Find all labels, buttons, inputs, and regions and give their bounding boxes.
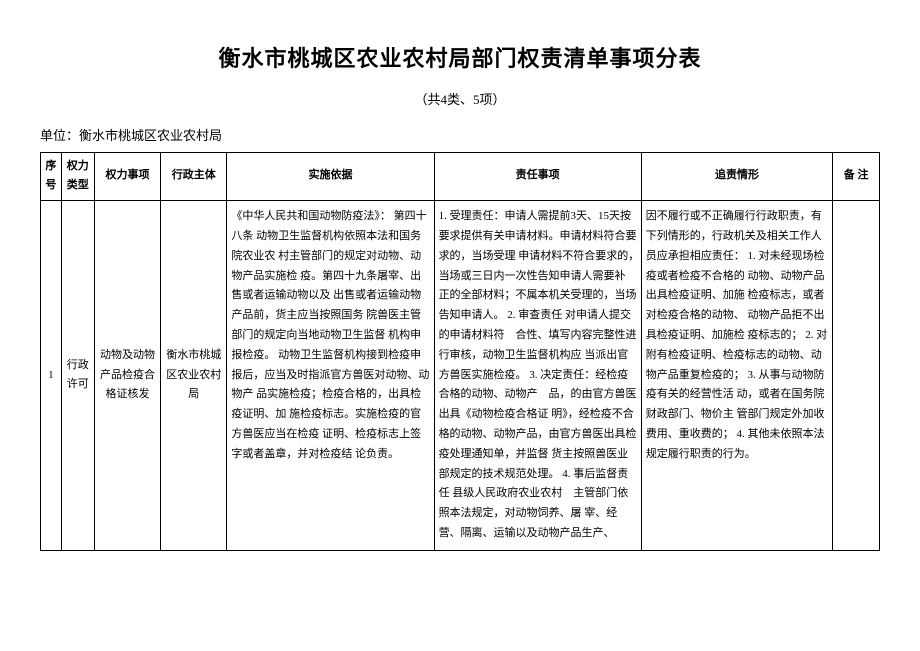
col-power-type: 权力类型	[61, 152, 94, 201]
col-matter: 权力事项	[94, 152, 160, 201]
unit-line: 单位：衡水市桃城区农业农村局	[40, 125, 880, 147]
col-accountability: 追责情形	[641, 152, 833, 201]
subtitle: （共4类、5项）	[40, 89, 880, 111]
cell-power-type: 行政 许可	[61, 201, 94, 551]
cell-matter: 动物及动物 产品检疫合 格证核发	[94, 201, 160, 551]
cell-seq: 1	[41, 201, 62, 551]
responsibility-table: 序号 权力类型 权力事项 行政主体 实施依据 责任事项 追责情形 备 注 1 行…	[40, 152, 880, 551]
cell-accountability: 因不履行或不正确履行行政职责，有 下列情形的，行政机关及相关工作人 员应承担相应…	[641, 201, 833, 551]
table-row: 1 行政 许可 动物及动物 产品检疫合 格证核发 衡水市桃城 区农业农村 局 《…	[41, 201, 880, 551]
col-basis: 实施依据	[227, 152, 434, 201]
cell-responsibility: 1. 受理责任：申请人需提前3天、15天按 要求提供有关申请材料。申请材料符合要…	[434, 201, 641, 551]
cell-basis: 《中华人民共和国动物防疫法》： 第四十八条 动物卫生监督机构依照本法和国务院农业…	[227, 201, 434, 551]
col-responsibility: 责任事项	[434, 152, 641, 201]
cell-body: 衡水市桃城 区农业农村 局	[161, 201, 227, 551]
cell-remark	[833, 201, 880, 551]
table-header-row: 序号 权力类型 权力事项 行政主体 实施依据 责任事项 追责情形 备 注	[41, 152, 880, 201]
page-title: 衡水市桃城区农业农村局部门权责清单事项分表	[40, 40, 880, 77]
col-body: 行政主体	[161, 152, 227, 201]
col-seq: 序号	[41, 152, 62, 201]
col-remark: 备 注	[833, 152, 880, 201]
